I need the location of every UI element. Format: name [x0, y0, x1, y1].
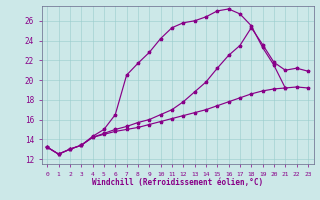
X-axis label: Windchill (Refroidissement éolien,°C): Windchill (Refroidissement éolien,°C) [92, 178, 263, 187]
